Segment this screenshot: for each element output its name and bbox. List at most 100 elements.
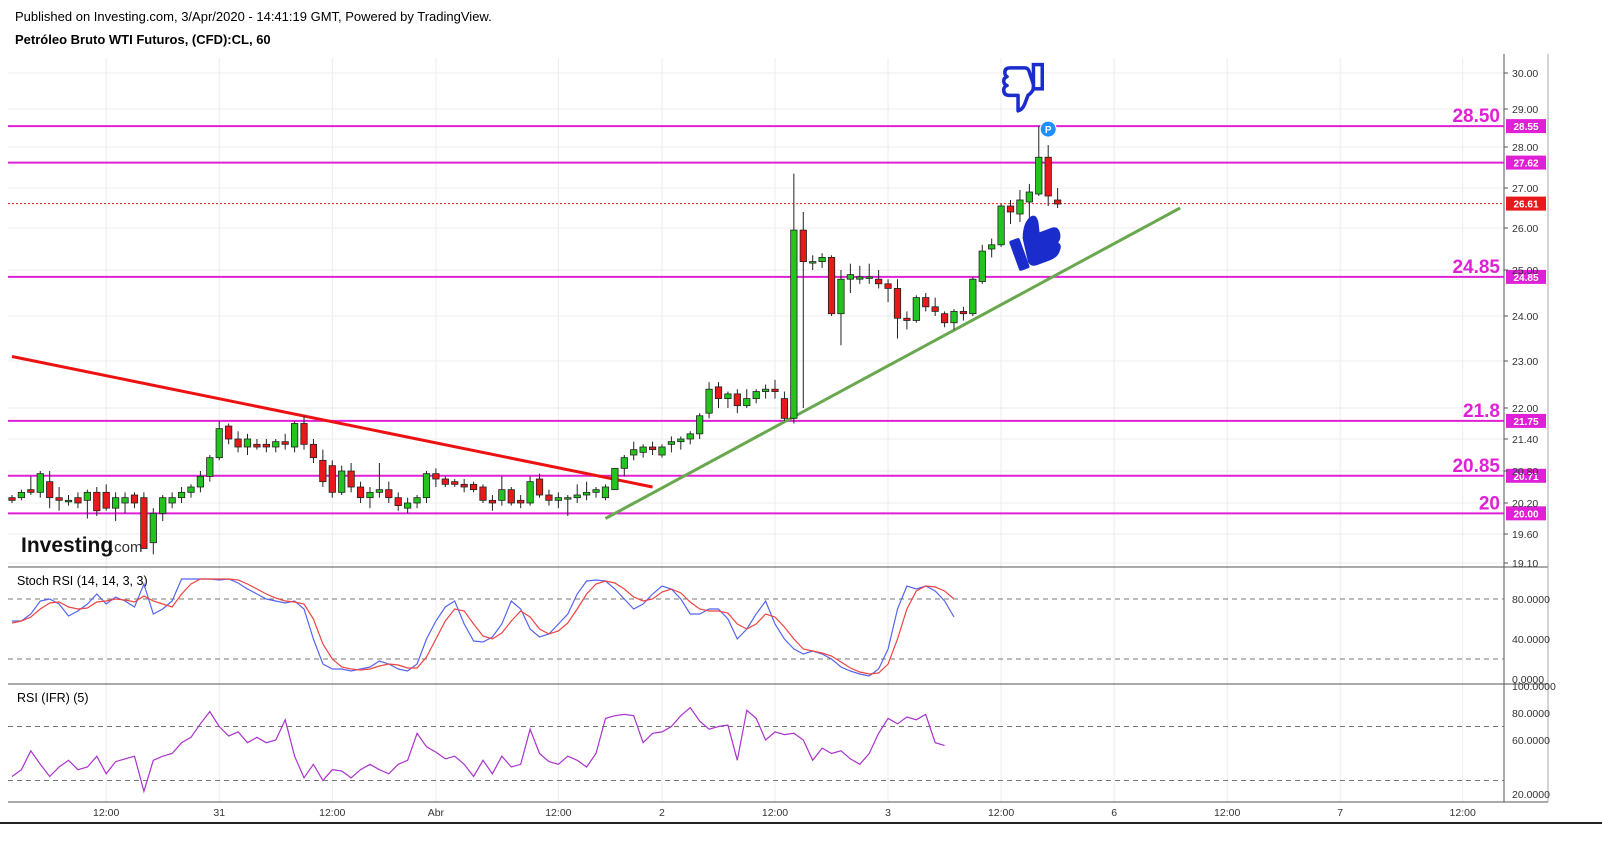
price-tick-label: 28.00 [1512,142,1538,154]
candle [64,495,73,506]
candle-body [149,512,157,544]
level-label: 20.85 [1452,456,1500,477]
candle-body [940,313,949,324]
candle [818,253,826,268]
candle [790,173,798,424]
pivot-marker-label: P [1045,125,1052,136]
candle-body [469,483,478,491]
candle [140,492,148,549]
candle-body [8,497,16,501]
level-badge-value: 27.62 [1513,159,1538,170]
candle-body [988,244,996,250]
price-tick-label: 20.80 [1512,466,1538,478]
candle-body [413,497,421,504]
price-tick-label: 25.00 [1512,265,1538,277]
candle [658,444,666,458]
candle [27,476,35,495]
candle [950,309,958,330]
candle-body [451,481,459,485]
candle-body [140,497,148,549]
annotations: P [1001,62,1061,271]
stoch-rsi-panel: Stoch RSI (14, 14, 3, 3) 80.0000 40.0000 0.… [8,574,1550,686]
candle-body [1054,199,1062,205]
candle-body [281,441,289,445]
candle [36,471,44,498]
level-badge-value: 28.55 [1513,122,1538,133]
candle [799,212,807,408]
price-tick-label: 23.00 [1512,356,1538,368]
level-badge [1506,468,1546,483]
candle-body [159,497,167,514]
candle [83,489,91,519]
thumbs-down-icon [1001,62,1045,113]
candle-body [856,276,864,280]
candle-body [328,465,336,493]
candle [856,265,864,284]
time-tick-label: 12:00 [988,807,1014,819]
candle [498,476,506,506]
candle [422,471,431,503]
candle [705,382,713,419]
candlestick-series [8,126,1062,555]
candle-body [112,497,120,509]
candle [743,389,751,408]
candle [780,391,789,421]
candle-body [893,287,902,319]
candle [535,473,544,498]
candle-body [385,489,393,499]
candle-body [667,441,676,445]
candle [74,492,82,509]
candle-body [630,449,638,456]
candle-body [422,473,431,499]
candle [177,487,186,503]
candle-body [130,494,139,504]
candle [1016,190,1024,222]
candle-body [206,457,214,477]
candle-body [253,443,261,448]
time-tick-label: 12:00 [1450,807,1476,819]
level-badge [1506,119,1546,134]
candle-body [74,497,82,504]
rsi-panel: RSI (IFR) (5) 100.0000 80.0000 60.0000 20.00… [8,681,1556,801]
time-tick-label: 12:00 [762,807,788,819]
panel-title: Stoch RSI (14, 14, 3, 3) [17,574,148,588]
candle [441,476,449,487]
candle-body [865,276,873,279]
candle-body [714,386,723,400]
candle [479,484,487,503]
candle-body [922,297,930,308]
price-tick-label: 21.40 [1512,434,1538,446]
price-tick-label: 20.20 [1512,498,1538,510]
candle-body [488,499,497,504]
candle [526,476,534,506]
candle [413,495,421,509]
level-label: 28.50 [1452,106,1500,127]
candle-body [978,250,986,282]
candle-body [1006,205,1015,213]
time-tick-label: 12:00 [319,807,345,819]
candle-body [959,310,968,315]
candle-body [177,491,186,499]
candle [121,492,129,514]
time-tick-label: 3 [885,807,891,819]
candle [592,487,600,498]
candle [8,495,16,503]
candle-body [394,497,402,506]
candle [460,479,468,493]
panel-title: RSI (IFR) (5) [17,691,89,705]
thumbs-up-cuff [1009,238,1030,271]
candle [225,423,233,445]
candle-body [290,423,299,448]
candle [677,436,685,450]
candle-body [818,256,826,262]
candle [347,463,355,493]
candle-body [46,481,54,499]
candle [667,436,676,453]
candle [554,492,562,509]
level-badge [1506,506,1546,521]
price-axis: 30.00 29.00 28.00 27.00 26.00 25.00 24.00 23.00… [1504,68,1538,570]
candle [488,495,497,511]
candle-body [705,388,713,414]
candle [404,497,412,514]
